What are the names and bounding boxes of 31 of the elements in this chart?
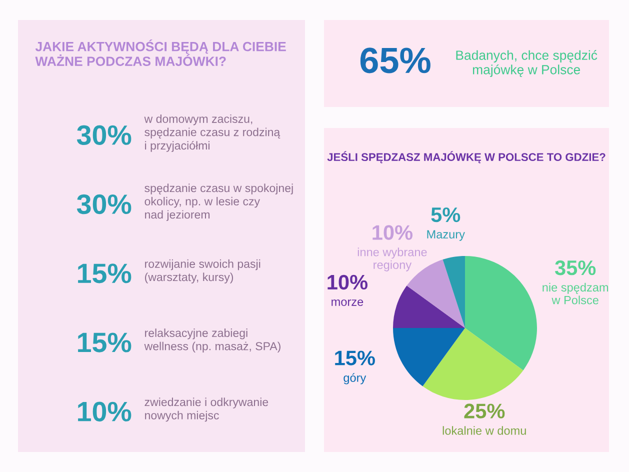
- pie-slice: [442, 256, 465, 328]
- slice-label: lokalnie w domu: [442, 426, 526, 435]
- text: 15%: [78, 264, 132, 284]
- slice-label: morze: [332, 300, 364, 306]
- text: 15%: [78, 332, 132, 352]
- data-label: 25%: [464, 404, 505, 418]
- text: relaksacyjne zabiegi wellness (np. masaż, SPA): [144, 328, 280, 353]
- data-label: 5%: [431, 207, 460, 222]
- pie-slice: [393, 328, 465, 386]
- slice-label: inne wybrane regiony: [358, 248, 427, 272]
- slice-label: góry: [344, 373, 366, 384]
- text: zwiedzanie i odkrywanie nowych miejsc: [144, 398, 268, 422]
- text: 30%: [76, 125, 132, 145]
- data-label: 10%: [372, 225, 413, 240]
- text: 10%: [78, 402, 132, 422]
- data-label: 10%: [328, 274, 368, 290]
- pie-slice: [422, 328, 524, 400]
- text: Badanych, chce spędzić majówkę w Polsce: [456, 50, 598, 77]
- data-label: 15%: [335, 350, 375, 366]
- chart-title: JEŚLI SPĘDZASZ MAJÓWKĘ W POLSCE TO GDZIE?: [327, 151, 606, 164]
- slice-label: nie spędzam w Polsce: [542, 282, 608, 304]
- pie-slice: [393, 286, 465, 328]
- text: rozwijanie swoich pasji (warsztaty, kursy): [144, 259, 260, 284]
- text: JAKIE AKTYWNOŚCI BĘDĄ DLA CIEBIE WAŻNE PODCZAS MAJÓWKI?: [35, 39, 286, 66]
- data-label: 35%: [554, 260, 596, 276]
- text: spędzanie czasu w spokojnej okolicy, np. w lesie czy nad jeziorem: [144, 184, 293, 221]
- slice-label: Mazury: [427, 230, 465, 241]
- pie-slice: [465, 256, 537, 370]
- text: w domowym zaciszu, spędzanie czasu z rodziną i przyjaciółmi: [144, 114, 280, 152]
- text: 65%: [360, 48, 430, 74]
- text: 30%: [76, 194, 132, 214]
